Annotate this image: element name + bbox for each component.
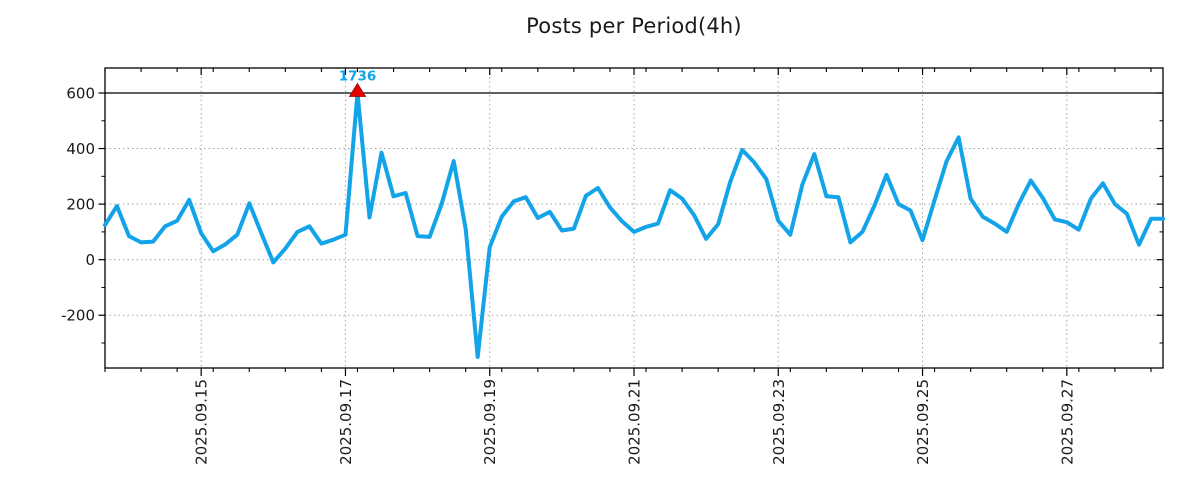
y-tick-label-200: 200 xyxy=(66,196,95,214)
x-tick-label-2025.09.25: 2025.09.25 xyxy=(914,379,932,465)
x-tick-label-2025.09.19: 2025.09.19 xyxy=(481,379,499,465)
chart-title: Posts per Period(4h) xyxy=(526,14,742,38)
peak-marker-icon xyxy=(348,82,367,97)
peak-value-label: 1736 xyxy=(339,69,377,85)
x-tick-label-2025.09.17: 2025.09.17 xyxy=(337,379,355,465)
x-tick-label-2025.09.23: 2025.09.23 xyxy=(770,379,788,465)
x-tick-label-2025.09.21: 2025.09.21 xyxy=(626,379,644,465)
y-tick-label-400: 400 xyxy=(66,140,95,158)
y-tick-label-0: 0 xyxy=(85,251,95,269)
y-tick-label-600: 600 xyxy=(66,85,95,103)
x-tick-label-2025.09.27: 2025.09.27 xyxy=(1058,379,1076,465)
series-line xyxy=(103,91,1165,359)
y-tick-label--200: -200 xyxy=(61,307,95,325)
x-tick-label-2025.09.15: 2025.09.15 xyxy=(193,379,211,465)
